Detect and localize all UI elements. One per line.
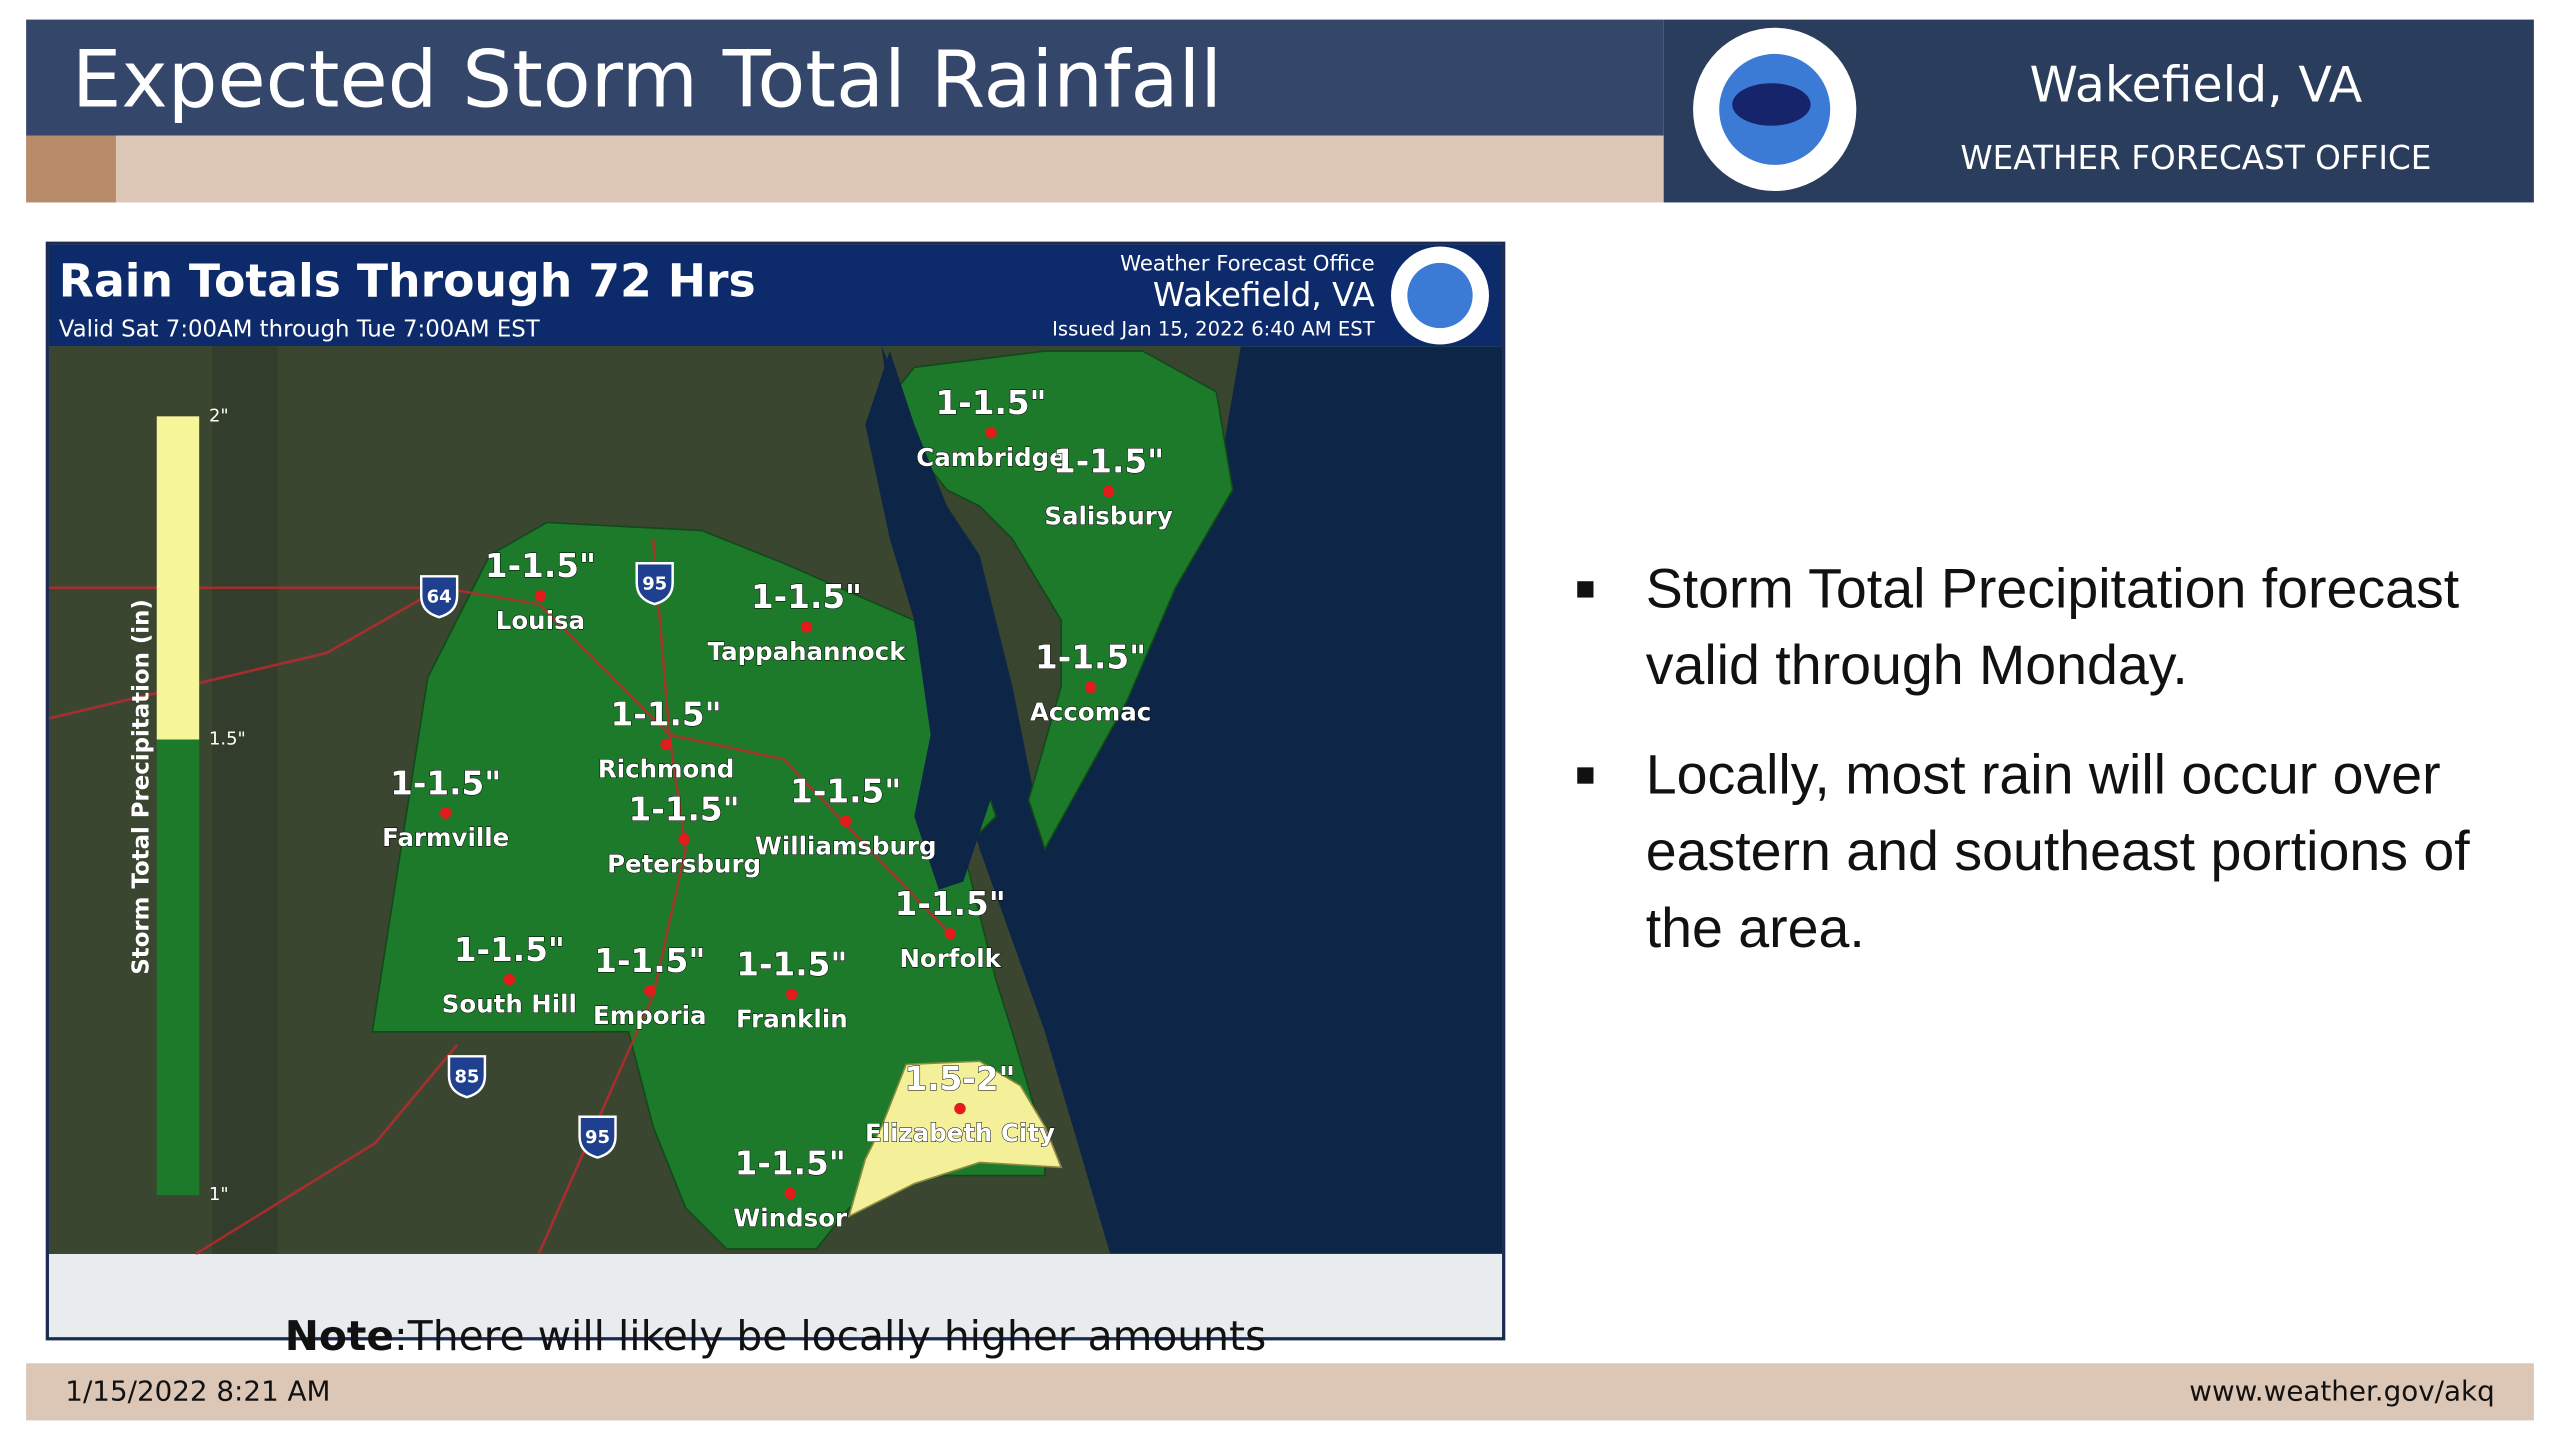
location-dot: [644, 985, 656, 997]
location-name: Petersburg: [607, 849, 761, 878]
footer-date: 1/15/2022 8:21 AM: [65, 1375, 330, 1408]
legend-title: Storm Total Precipitation (in): [129, 599, 155, 974]
map-title: Rain Totals Through 72 Hrs: [59, 255, 756, 308]
legend-label: 1.5": [209, 729, 246, 750]
location-amount: 1-1.5": [454, 931, 565, 969]
location-dot: [503, 973, 516, 986]
location-dot: [440, 807, 452, 819]
map: [48, 346, 1503, 1255]
map-issued: Issued Jan 15, 2022 6:40 AM EST: [1052, 317, 1376, 340]
shield-number: 95: [642, 573, 667, 594]
map-note: Note:There will likely be locally higher…: [285, 1312, 1267, 1360]
header-strip: [26, 135, 1664, 203]
location-name: Norfolk: [899, 944, 1001, 973]
legend-label: 1": [209, 1184, 229, 1205]
bullets: Storm Total Precipitation forecast valid…: [1577, 552, 2491, 968]
location-dot: [985, 426, 997, 439]
location-name: Louisa: [496, 606, 585, 635]
shield: [578, 1115, 617, 1159]
shield-number: 95: [585, 1127, 610, 1148]
location-dot: [1102, 485, 1115, 498]
location-name: South Hill: [442, 990, 577, 1019]
location-dot: [800, 621, 813, 633]
bullet: Storm Total Precipitation forecast valid…: [1577, 552, 2491, 705]
office-subtitle: WEATHER FORECAST OFFICE: [1960, 139, 2431, 177]
location-dot: [840, 815, 852, 827]
location-amount: 1-1.5": [790, 772, 901, 810]
nws-logo: [1693, 27, 1857, 192]
footer: [26, 1363, 2534, 1421]
shield: [447, 1055, 487, 1099]
legend-high: [156, 416, 200, 740]
bullet: Locally, most rain will occur over easte…: [1577, 738, 2491, 968]
location-dot: [954, 1102, 966, 1115]
location-amount: 1-1.5": [611, 696, 722, 734]
location-name: Cambridge: [916, 443, 1066, 472]
location-amount: 1.5-2": [904, 1060, 1015, 1098]
footer-url: www.weather.gov/akq: [2189, 1375, 2494, 1408]
location-amount: 1-1.5": [390, 764, 501, 802]
note-bold: Note: [285, 1312, 394, 1360]
location-dot: [534, 590, 547, 602]
location-amount: 1-1.5": [1053, 443, 1164, 481]
header-band: [26, 19, 1664, 136]
location-name: Elizabeth City: [865, 1119, 1055, 1148]
map-office: Wakefield, VA: [1153, 276, 1375, 314]
shield-number: 64: [427, 587, 452, 608]
shield-number: 85: [454, 1067, 479, 1088]
location-dot: [944, 928, 956, 940]
location-dot: [660, 738, 672, 751]
location-amount: 1-1.5": [935, 384, 1046, 422]
location-name: Franklin: [736, 1004, 848, 1033]
map-logo: [1391, 246, 1489, 345]
location-name: Salisbury: [1044, 502, 1172, 531]
location-name: Farmville: [382, 823, 509, 852]
location-amount: 1-1.5": [736, 946, 847, 984]
location-name: Accomac: [1030, 697, 1151, 726]
legend-low: [156, 739, 200, 1196]
office-name: Wakefield, VA: [2030, 57, 2363, 114]
location-dot: [678, 833, 690, 845]
note-text: :There will likely be locally higher amo…: [394, 1312, 1266, 1360]
location-amount: 1-1.5": [629, 790, 740, 828]
map-office-label: Weather Forecast Office: [1120, 251, 1375, 276]
location-name: Richmond: [598, 755, 734, 784]
location-name: Emporia: [593, 1001, 707, 1030]
location-name: Windsor: [733, 1204, 847, 1233]
bullets-box: Storm Total Precipitation forecast valid…: [1577, 552, 2491, 968]
map-header: [48, 244, 1503, 347]
location-amount: 1-1.5": [735, 1145, 846, 1183]
location-name: Williamsburg: [755, 831, 937, 860]
location-amount: 1-1.5": [594, 942, 705, 980]
location-dot: [784, 1187, 796, 1200]
legend-label: 2": [209, 405, 229, 426]
slide-title: Expected Storm Total Rainfall: [72, 34, 1222, 125]
shield: [635, 562, 674, 606]
header-accent: [26, 135, 116, 203]
map-valid: Valid Sat 7:00AM through Tue 7:00AM EST: [59, 316, 541, 342]
location-amount: 1-1.5": [1035, 639, 1146, 677]
location-dot: [1084, 681, 1097, 694]
location-amount: 1-1.5": [485, 547, 596, 585]
shield: [420, 575, 459, 619]
location-dot: [786, 988, 798, 1000]
location-name: Tappahannock: [708, 637, 907, 666]
location-amount: 1-1.5": [751, 578, 862, 616]
location-amount: 1-1.5": [895, 885, 1006, 923]
